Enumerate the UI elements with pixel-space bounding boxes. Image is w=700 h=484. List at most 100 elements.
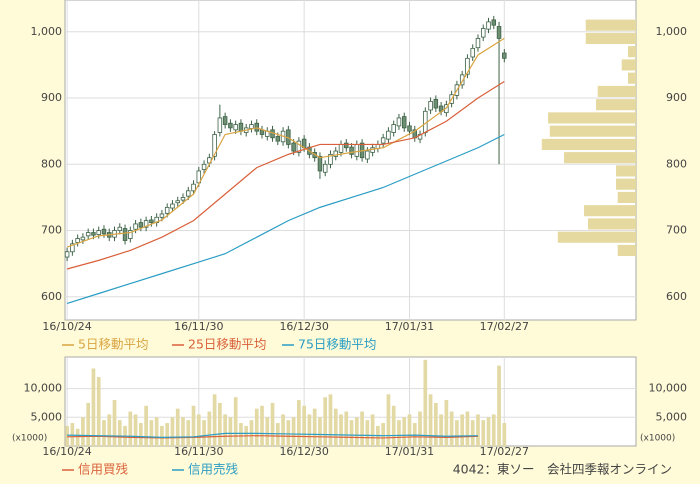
unit-label-right: (x1000)	[640, 434, 675, 444]
candle-body	[380, 137, 386, 144]
candle-body	[486, 21, 491, 30]
volume-profile-bar	[596, 99, 636, 111]
legend-label: 5日移動平均	[78, 337, 148, 352]
y-tick-label-right: 700	[666, 224, 687, 237]
volume-bar	[397, 420, 401, 446]
candle-body	[149, 219, 154, 224]
volume-profile-bar	[588, 218, 636, 230]
volume-bar	[212, 394, 217, 446]
volume-bar	[202, 420, 206, 446]
candle-body	[496, 26, 502, 39]
volume-bar	[302, 405, 306, 446]
volume-bar	[117, 420, 122, 446]
candle-body	[186, 190, 191, 197]
volume-profile-bar	[617, 191, 636, 203]
volume-bar	[312, 408, 317, 446]
y-tick-label: 900	[41, 91, 62, 104]
volume-bar	[497, 365, 501, 446]
volume-bar	[75, 428, 80, 446]
volume-bar	[491, 414, 496, 446]
volume-bar	[265, 417, 270, 446]
candle-body	[465, 57, 470, 75]
candle-body	[391, 124, 396, 133]
candle-body	[480, 28, 486, 38]
volume-bar	[96, 377, 101, 446]
candle-body	[101, 228, 107, 235]
volume-bar	[91, 368, 96, 446]
candle-body	[291, 142, 296, 152]
volume-bar	[476, 414, 480, 446]
x-tick-label: 17/02/27	[480, 320, 529, 333]
volume-profile-bar	[616, 178, 636, 190]
volume-bar	[239, 423, 243, 446]
volume-bar	[339, 414, 343, 446]
candle-body	[459, 74, 465, 86]
candle-body	[344, 142, 349, 149]
volume-profile-bar	[597, 85, 636, 97]
volume-bar	[344, 411, 349, 446]
candle-body	[122, 228, 128, 241]
volume-bar	[275, 423, 280, 446]
source: 4042：東ソー 会社四季報オンライン	[453, 462, 672, 477]
volume-bar	[328, 394, 333, 446]
candle-body	[159, 213, 165, 218]
candle-body	[180, 197, 186, 201]
candle-body	[317, 155, 323, 172]
candle-body	[333, 150, 338, 157]
volume-bar	[318, 417, 322, 446]
volume-bar	[144, 405, 148, 446]
candle-body	[96, 230, 101, 235]
candle-body	[217, 117, 223, 133]
volume-bar	[291, 417, 296, 446]
candle-body	[401, 116, 407, 129]
volume-profile-bar	[628, 72, 636, 84]
volume-bar	[433, 402, 438, 446]
line	[67, 435, 478, 439]
candle-body	[212, 134, 217, 157]
volume-profile-bar	[548, 112, 636, 124]
volume-bar	[460, 414, 465, 446]
volume-bar	[175, 408, 180, 446]
candle-body	[70, 243, 75, 253]
candle-body	[296, 140, 302, 153]
y-tick-label-right: 5,000	[656, 410, 688, 423]
volume-bar	[270, 402, 275, 446]
candle-body	[175, 200, 180, 204]
candle-body	[222, 116, 228, 125]
volume-bar	[154, 417, 159, 446]
volume-profile-bar	[557, 231, 636, 243]
volume-bar	[370, 414, 375, 446]
volume-bar	[297, 400, 301, 446]
candle-body	[201, 163, 207, 171]
candle-body	[164, 206, 170, 214]
volume-bar	[381, 423, 386, 446]
candle-body	[338, 144, 344, 153]
volume-profile-bar	[617, 244, 636, 256]
volume-bar	[181, 417, 185, 446]
line	[66, 37, 505, 248]
x-tick-label: 16/10/24	[42, 320, 91, 333]
x-tick-label: 16/11/30	[174, 445, 223, 458]
volume-profile-bar	[585, 19, 636, 31]
volume-bar	[128, 411, 133, 446]
volume-bar	[402, 417, 407, 446]
volume-profile-bar	[584, 205, 636, 217]
candle-body	[228, 122, 233, 129]
volume-bar	[449, 411, 454, 446]
volume-bar	[254, 408, 259, 446]
candle-body	[328, 153, 333, 165]
y-tick-label: 700	[41, 224, 62, 237]
candle-body	[91, 232, 96, 236]
candle-body	[428, 100, 433, 111]
volume-bar	[107, 414, 112, 446]
line	[66, 133, 505, 305]
volume-bar	[260, 405, 264, 446]
y-tick-label-right: 800	[666, 157, 687, 170]
candle-body	[233, 124, 238, 131]
volume-bar	[386, 394, 391, 446]
volume-bar	[133, 414, 138, 446]
volume-bar	[286, 420, 291, 446]
candle-body	[470, 47, 475, 58]
volume-profile-bar	[549, 125, 636, 137]
